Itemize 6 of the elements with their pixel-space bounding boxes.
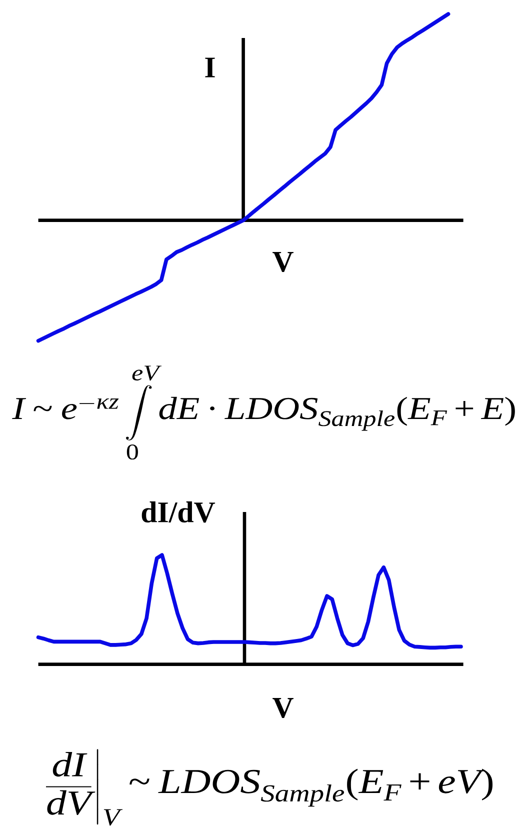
x-axis-title: V (272, 252, 294, 272)
text: $\left.\frac{dI}{dV}\right|_{V}\sim LDOS_{Sample}(E_{F}+eV)$ (46, 749, 493, 826)
text: $I\sim e^{-\kappa z}\int\limits_{0}^{eV}dE\cdot LDOS_{Sample}(E_{F}+E)$ (12, 366, 515, 460)
x-axis-title: V (272, 698, 294, 718)
y-axis-title: I (205, 58, 215, 78)
y-axis-title: dI/dV (142, 501, 216, 523)
